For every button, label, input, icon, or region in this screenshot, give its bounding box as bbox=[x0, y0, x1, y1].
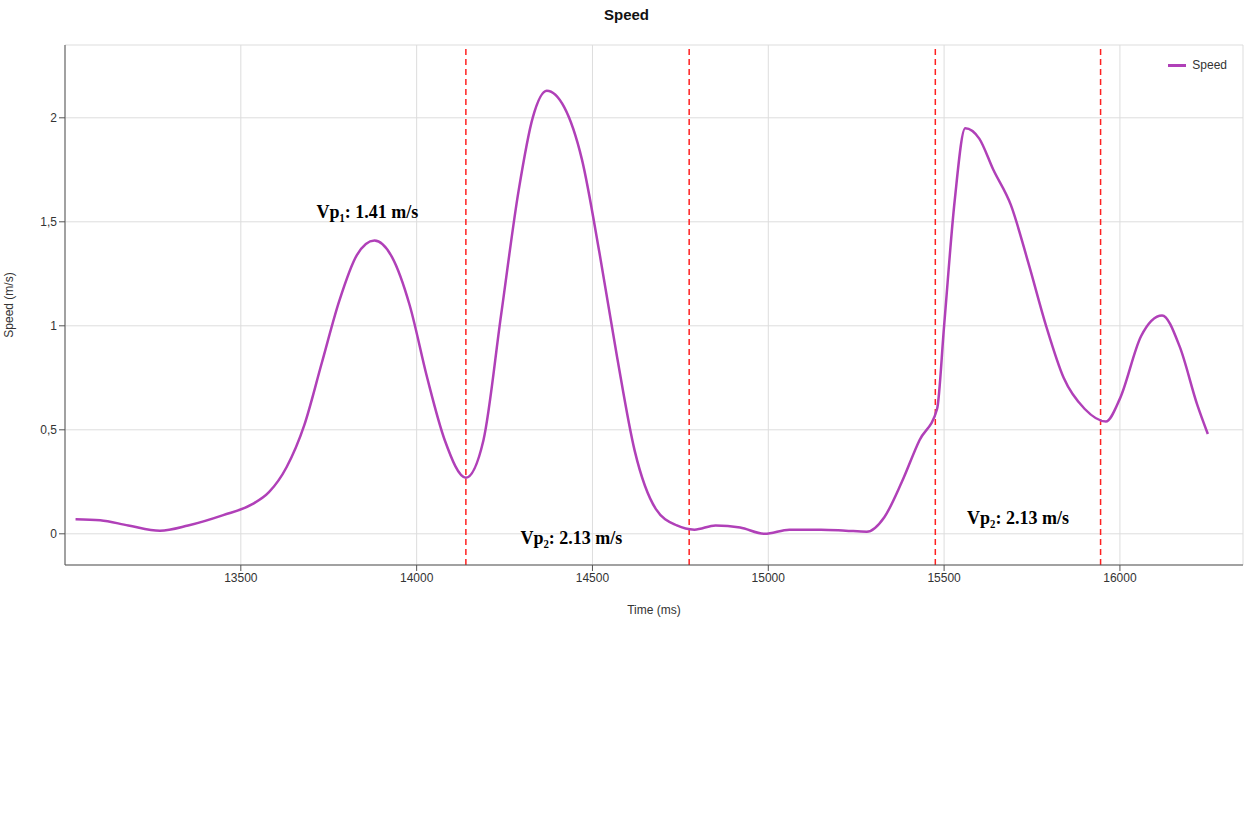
svg-text:0,5: 0,5 bbox=[40, 423, 57, 437]
html-text:Speed: Speed bbox=[604, 6, 649, 23]
svg-text:1: 1 bbox=[50, 319, 57, 333]
svg-text:Time (ms): Time (ms) bbox=[627, 603, 681, 617]
svg-text:14000: 14000 bbox=[400, 571, 434, 585]
html-text:Speed: Speed bbox=[1192, 58, 1227, 72]
svg-text:Vp₂: 2.13 m/s: Vp₂: 2.13 m/s bbox=[520, 528, 622, 548]
svg-text:1,5: 1,5 bbox=[40, 215, 57, 229]
svg-text:13500: 13500 bbox=[224, 571, 258, 585]
svg-text:Vp₂: 2.13 m/s: Vp₂: 2.13 m/s bbox=[967, 508, 1069, 528]
svg-text:Speed (m/s): Speed (m/s) bbox=[2, 272, 16, 337]
svg-text:Vp₁: 1.41 m/s: Vp₁: 1.41 m/s bbox=[316, 202, 418, 222]
svg-text:15500: 15500 bbox=[927, 571, 961, 585]
svg-text:16000: 16000 bbox=[1103, 571, 1137, 585]
svg-text:2: 2 bbox=[50, 111, 57, 125]
svg-text:15000: 15000 bbox=[752, 571, 786, 585]
svg-text:14500: 14500 bbox=[576, 571, 610, 585]
svg-text:0: 0 bbox=[50, 527, 57, 541]
